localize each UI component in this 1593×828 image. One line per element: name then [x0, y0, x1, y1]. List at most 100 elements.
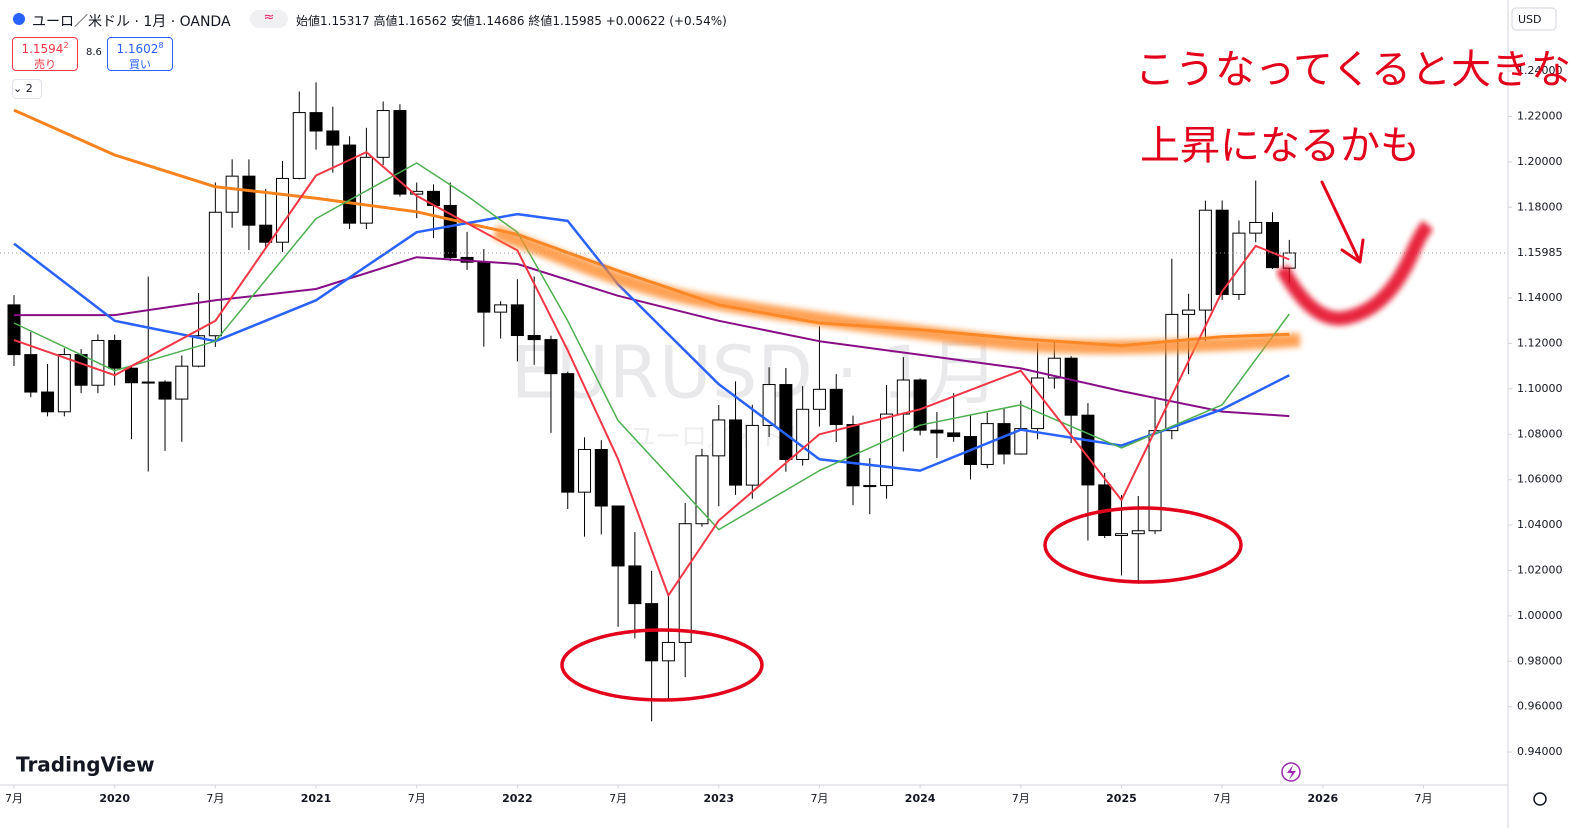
circle-2025 [1043, 506, 1243, 584]
toggle[interactable]: ≈ [250, 10, 288, 28]
red-curve [1275, 220, 1434, 326]
moving-average [13, 162, 1290, 531]
moving-average [14, 256, 1290, 418]
buy-button[interactable]: 1.16028 買い [107, 37, 173, 71]
moving-average [13, 108, 1290, 348]
candle-body [376, 110, 390, 158]
candle-body [1047, 357, 1061, 379]
candle-body [175, 365, 189, 400]
candle-body [745, 424, 759, 486]
candle-body [712, 419, 726, 457]
candle-body [141, 381, 155, 384]
annotation-text: 上昇になるかも [1140, 123, 1420, 169]
candle-body [611, 505, 625, 567]
lightning-button[interactable] [1281, 762, 1301, 782]
candle-body [1282, 252, 1296, 269]
y-tick-label: 1.12000 [1517, 336, 1563, 349]
candle-body [913, 379, 927, 431]
last-price-box [1509, 244, 1579, 263]
sell-label: 売り [34, 58, 56, 71]
candle-body [477, 261, 491, 313]
candle-body [661, 641, 675, 662]
x-tick-label: 7月 [1213, 792, 1231, 805]
x-tick-label: 2021 [301, 792, 332, 805]
candle-body [208, 211, 222, 337]
icon [13, 13, 25, 25]
sell-price-sup: 2 [63, 41, 69, 50]
circle-2022 [560, 628, 764, 702]
candle-body [930, 429, 944, 434]
y-tick-label: 0.98000 [1517, 654, 1563, 667]
settings-button[interactable] [1533, 792, 1547, 806]
candle-body [74, 354, 88, 386]
buy-price: 1.1602 [116, 42, 159, 56]
y-tick-label: 0.94000 [1517, 745, 1563, 758]
candle-body [410, 190, 424, 195]
y-tick-label: 1.10000 [1517, 382, 1563, 395]
candle-body [729, 419, 743, 486]
candle-body [1114, 533, 1128, 537]
currency: USD [1518, 13, 1542, 26]
sell-price: 1.1594 [21, 42, 64, 56]
ohlc: 始値1.15317 高値1.16562 安値1.14686 終値1.15985 … [296, 14, 727, 28]
x-tick-label: 7月 [810, 792, 828, 805]
symbol[interactable]: ユーロ／米ドル · 1月 · OANDA [32, 14, 231, 30]
y-tick-label: 1.04000 [1517, 518, 1563, 531]
candle-body [578, 448, 592, 493]
candle-body [561, 373, 575, 493]
candle-body [678, 523, 692, 643]
candle-body [594, 448, 608, 507]
candle-body [645, 603, 659, 662]
y-tick-label: 1.00000 [1517, 609, 1563, 622]
candle-body [158, 381, 172, 400]
annotation-text: こうなってくると大きな [1135, 47, 1571, 93]
candle-body [192, 335, 206, 367]
red-arrow [1320, 180, 1365, 264]
candle-body [1131, 530, 1145, 535]
candle-body [896, 379, 910, 415]
candle-body [812, 388, 826, 410]
symbol-icon [12, 12, 26, 30]
candle-body [947, 432, 961, 438]
candle-body [275, 177, 289, 243]
candle-body [628, 565, 642, 605]
candle-body [762, 384, 776, 426]
y-tick-label: 1.22000 [1517, 109, 1563, 122]
candle-body [225, 175, 239, 213]
x-tick-label: 7月 [1012, 792, 1030, 805]
y-tick-label: 0.96000 [1517, 700, 1563, 713]
annotations: こうなってくると大きな 上昇になるかも [492, 47, 1571, 702]
candle-body [292, 112, 306, 179]
candle-body [863, 485, 877, 488]
sell-button[interactable]: 1.15942 売り [12, 37, 78, 71]
x-tick-label: 2024 [905, 792, 936, 805]
candle-body [343, 144, 357, 224]
x-tick-label: 7月 [5, 792, 23, 805]
y-tick-label: 1.14000 [1517, 291, 1563, 304]
candle-body [41, 391, 55, 413]
candle-body [695, 455, 709, 525]
x-tick-label: 2020 [99, 792, 130, 805]
candle-body [259, 224, 273, 243]
candle-body [326, 130, 340, 146]
moving-average [13, 151, 1290, 597]
x-tick-label: 7月 [408, 792, 426, 805]
indicator-toggle[interactable]: ⌄ 2 [12, 79, 42, 99]
currency-button[interactable] [1511, 7, 1557, 31]
candle-body [829, 388, 843, 426]
x-tick-label: 7月 [206, 792, 224, 805]
buy-price-sup: 8 [158, 41, 164, 50]
candle-body [1064, 357, 1078, 416]
buy-label: 買い [129, 58, 151, 71]
x-tick-label: 2023 [703, 792, 734, 805]
candle-body [1198, 209, 1212, 311]
x-tick-label: 2022 [502, 792, 533, 805]
candle-body [494, 304, 508, 313]
candle-body [880, 413, 894, 487]
candle-body [1215, 209, 1229, 295]
y-tick-label: 1.08000 [1517, 427, 1563, 440]
candle-body [1165, 313, 1179, 432]
y-tick-label: 1.06000 [1517, 473, 1563, 486]
candle-body [1232, 232, 1246, 295]
